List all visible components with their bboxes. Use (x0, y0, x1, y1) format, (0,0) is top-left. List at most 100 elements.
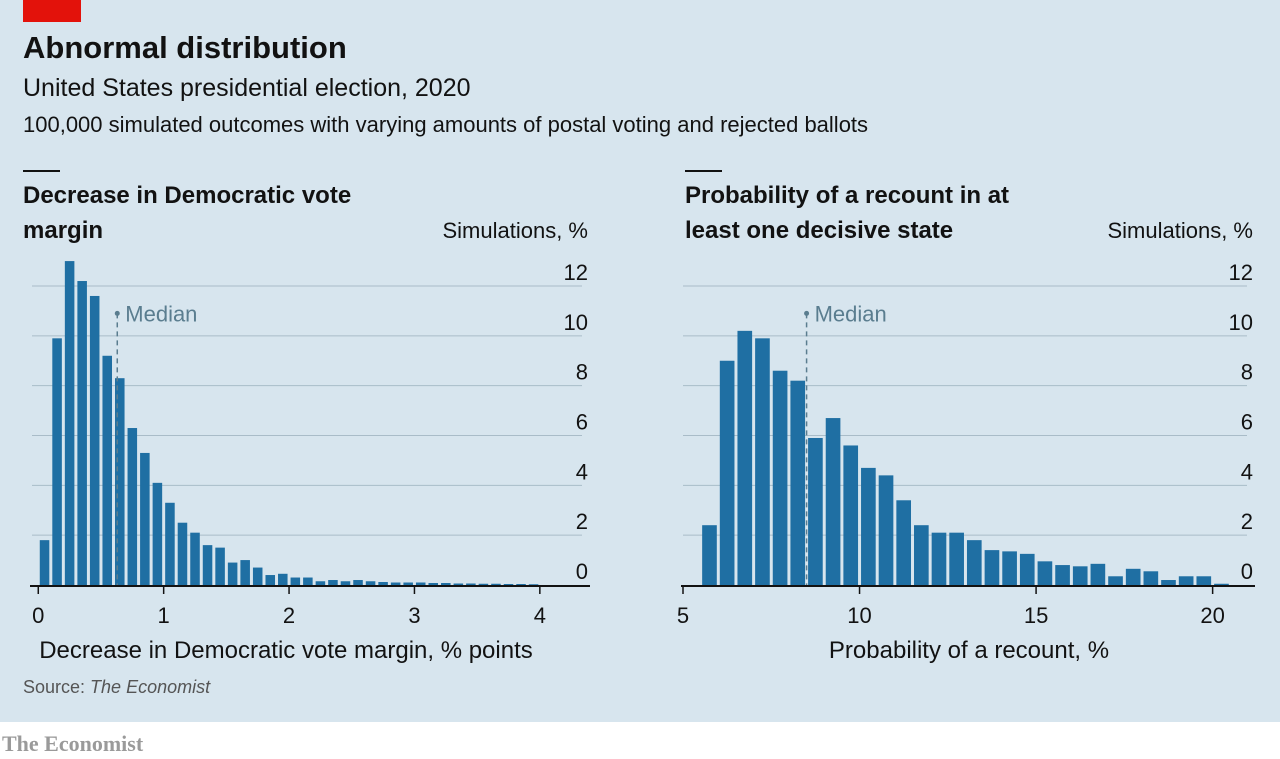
right-bar (1178, 576, 1194, 585)
chart-panel (0, 0, 1280, 722)
left-bar (265, 575, 276, 585)
right-y-unit-label: Simulations, % (1107, 218, 1253, 243)
left-bar (453, 583, 464, 585)
source-note: Source: The Economist (23, 677, 211, 697)
left-bar (140, 452, 150, 585)
left-bar (64, 261, 75, 585)
left-bar (227, 562, 238, 585)
right-bar (808, 437, 823, 585)
chart-title: Abnormal distribution (23, 30, 347, 65)
right-bar (1019, 553, 1035, 585)
left-bar (428, 583, 439, 585)
right-bar (772, 370, 788, 585)
left-y-tick-label: 0 (576, 559, 588, 584)
left-bar (177, 522, 188, 585)
left-bar (190, 532, 200, 585)
right-y-tick-label: 6 (1241, 410, 1253, 435)
left-bar (77, 281, 87, 585)
right-x-tick-label: 5 (677, 603, 689, 628)
left-bar (365, 581, 376, 585)
right-bar (861, 467, 876, 585)
left-y-tick-label: 8 (576, 360, 588, 385)
right-plot: 0 2 4 6 8 10 12 5 10 15 20 Median Probability of a r… (677, 260, 1255, 664)
right-bar (1002, 551, 1017, 585)
left-median-dot (114, 310, 120, 316)
right-bar (1143, 571, 1159, 585)
left-bar (491, 583, 501, 585)
left-panel-title: Decrease in Democratic vote margin (23, 182, 352, 244)
left-bar (290, 577, 301, 585)
left-y-tick-label: 6 (576, 410, 588, 435)
left-bar (240, 560, 250, 585)
left-bar (127, 428, 138, 585)
left-x-axis-label: Decrease in Democratic vote margin, % po… (39, 637, 533, 664)
right-bar (719, 360, 735, 585)
right-panel-rule (685, 170, 722, 172)
right-bar (966, 540, 982, 585)
left-x-tick-label: 3 (408, 603, 420, 628)
chart-subtitle: United States presidential election, 202… (23, 74, 471, 102)
left-bar (353, 580, 363, 585)
left-bar (52, 338, 62, 585)
right-bar (843, 445, 859, 585)
right-median-dot (804, 310, 810, 316)
left-x-tick-label: 4 (534, 603, 546, 628)
left-bar (340, 581, 351, 585)
right-bar (1161, 580, 1176, 585)
right-median-label: Median (815, 301, 887, 326)
left-median-label: Median (125, 301, 197, 326)
left-x-tick-label: 1 (158, 603, 170, 628)
right-y-tick-label: 10 (1229, 310, 1253, 335)
left-bar (102, 355, 113, 585)
right-bar (1090, 563, 1106, 585)
left-y-tick-label: 10 (564, 310, 588, 335)
right-bar (984, 550, 1000, 585)
right-bar (896, 500, 912, 585)
left-panel-rule (23, 170, 60, 172)
left-y-tick-label: 12 (564, 260, 588, 285)
right-bar (1108, 576, 1123, 585)
right-y-tick-label: 12 (1229, 260, 1253, 285)
left-bar (378, 582, 388, 585)
left-y-tick-label: 4 (576, 459, 588, 484)
right-bar (1214, 583, 1229, 585)
left-bar (478, 583, 489, 585)
left-bar (315, 581, 326, 585)
left-bar (390, 582, 401, 585)
right-y-tick-label: 8 (1241, 360, 1253, 385)
right-x-tick-label: 10 (847, 603, 871, 628)
right-bar (755, 338, 770, 585)
left-bar (252, 567, 263, 585)
left-bar (165, 502, 175, 585)
right-bar (702, 525, 717, 585)
right-bar (1125, 568, 1141, 585)
right-y-tick-label: 2 (1241, 509, 1253, 534)
right-bar (1196, 576, 1212, 585)
right-bar (1055, 565, 1070, 585)
right-bar (949, 532, 964, 585)
left-bar (89, 295, 100, 585)
left-bar (403, 582, 413, 585)
left-y-unit-label: Simulations, % (442, 218, 588, 243)
right-bar (878, 475, 894, 585)
publisher-logo: The Economist (2, 731, 144, 756)
left-bar (215, 547, 225, 585)
left-bar (441, 583, 451, 585)
chart-description: 100,000 simulated outcomes with varying … (23, 112, 869, 137)
left-bar (528, 584, 539, 585)
left-bar (503, 584, 514, 585)
right-x-axis-label: Probability of a recount, % (829, 637, 1109, 664)
right-x-tick-label: 20 (1200, 603, 1224, 628)
right-x-tick-label: 15 (1024, 603, 1048, 628)
left-bar (278, 573, 288, 585)
left-bar (115, 378, 125, 585)
right-bar (1072, 566, 1088, 585)
left-bar (39, 540, 50, 585)
right-y-tick-label: 0 (1241, 559, 1253, 584)
left-bar (202, 545, 213, 585)
right-bar (790, 380, 806, 585)
right-bar (825, 418, 841, 585)
left-bar (152, 482, 163, 585)
